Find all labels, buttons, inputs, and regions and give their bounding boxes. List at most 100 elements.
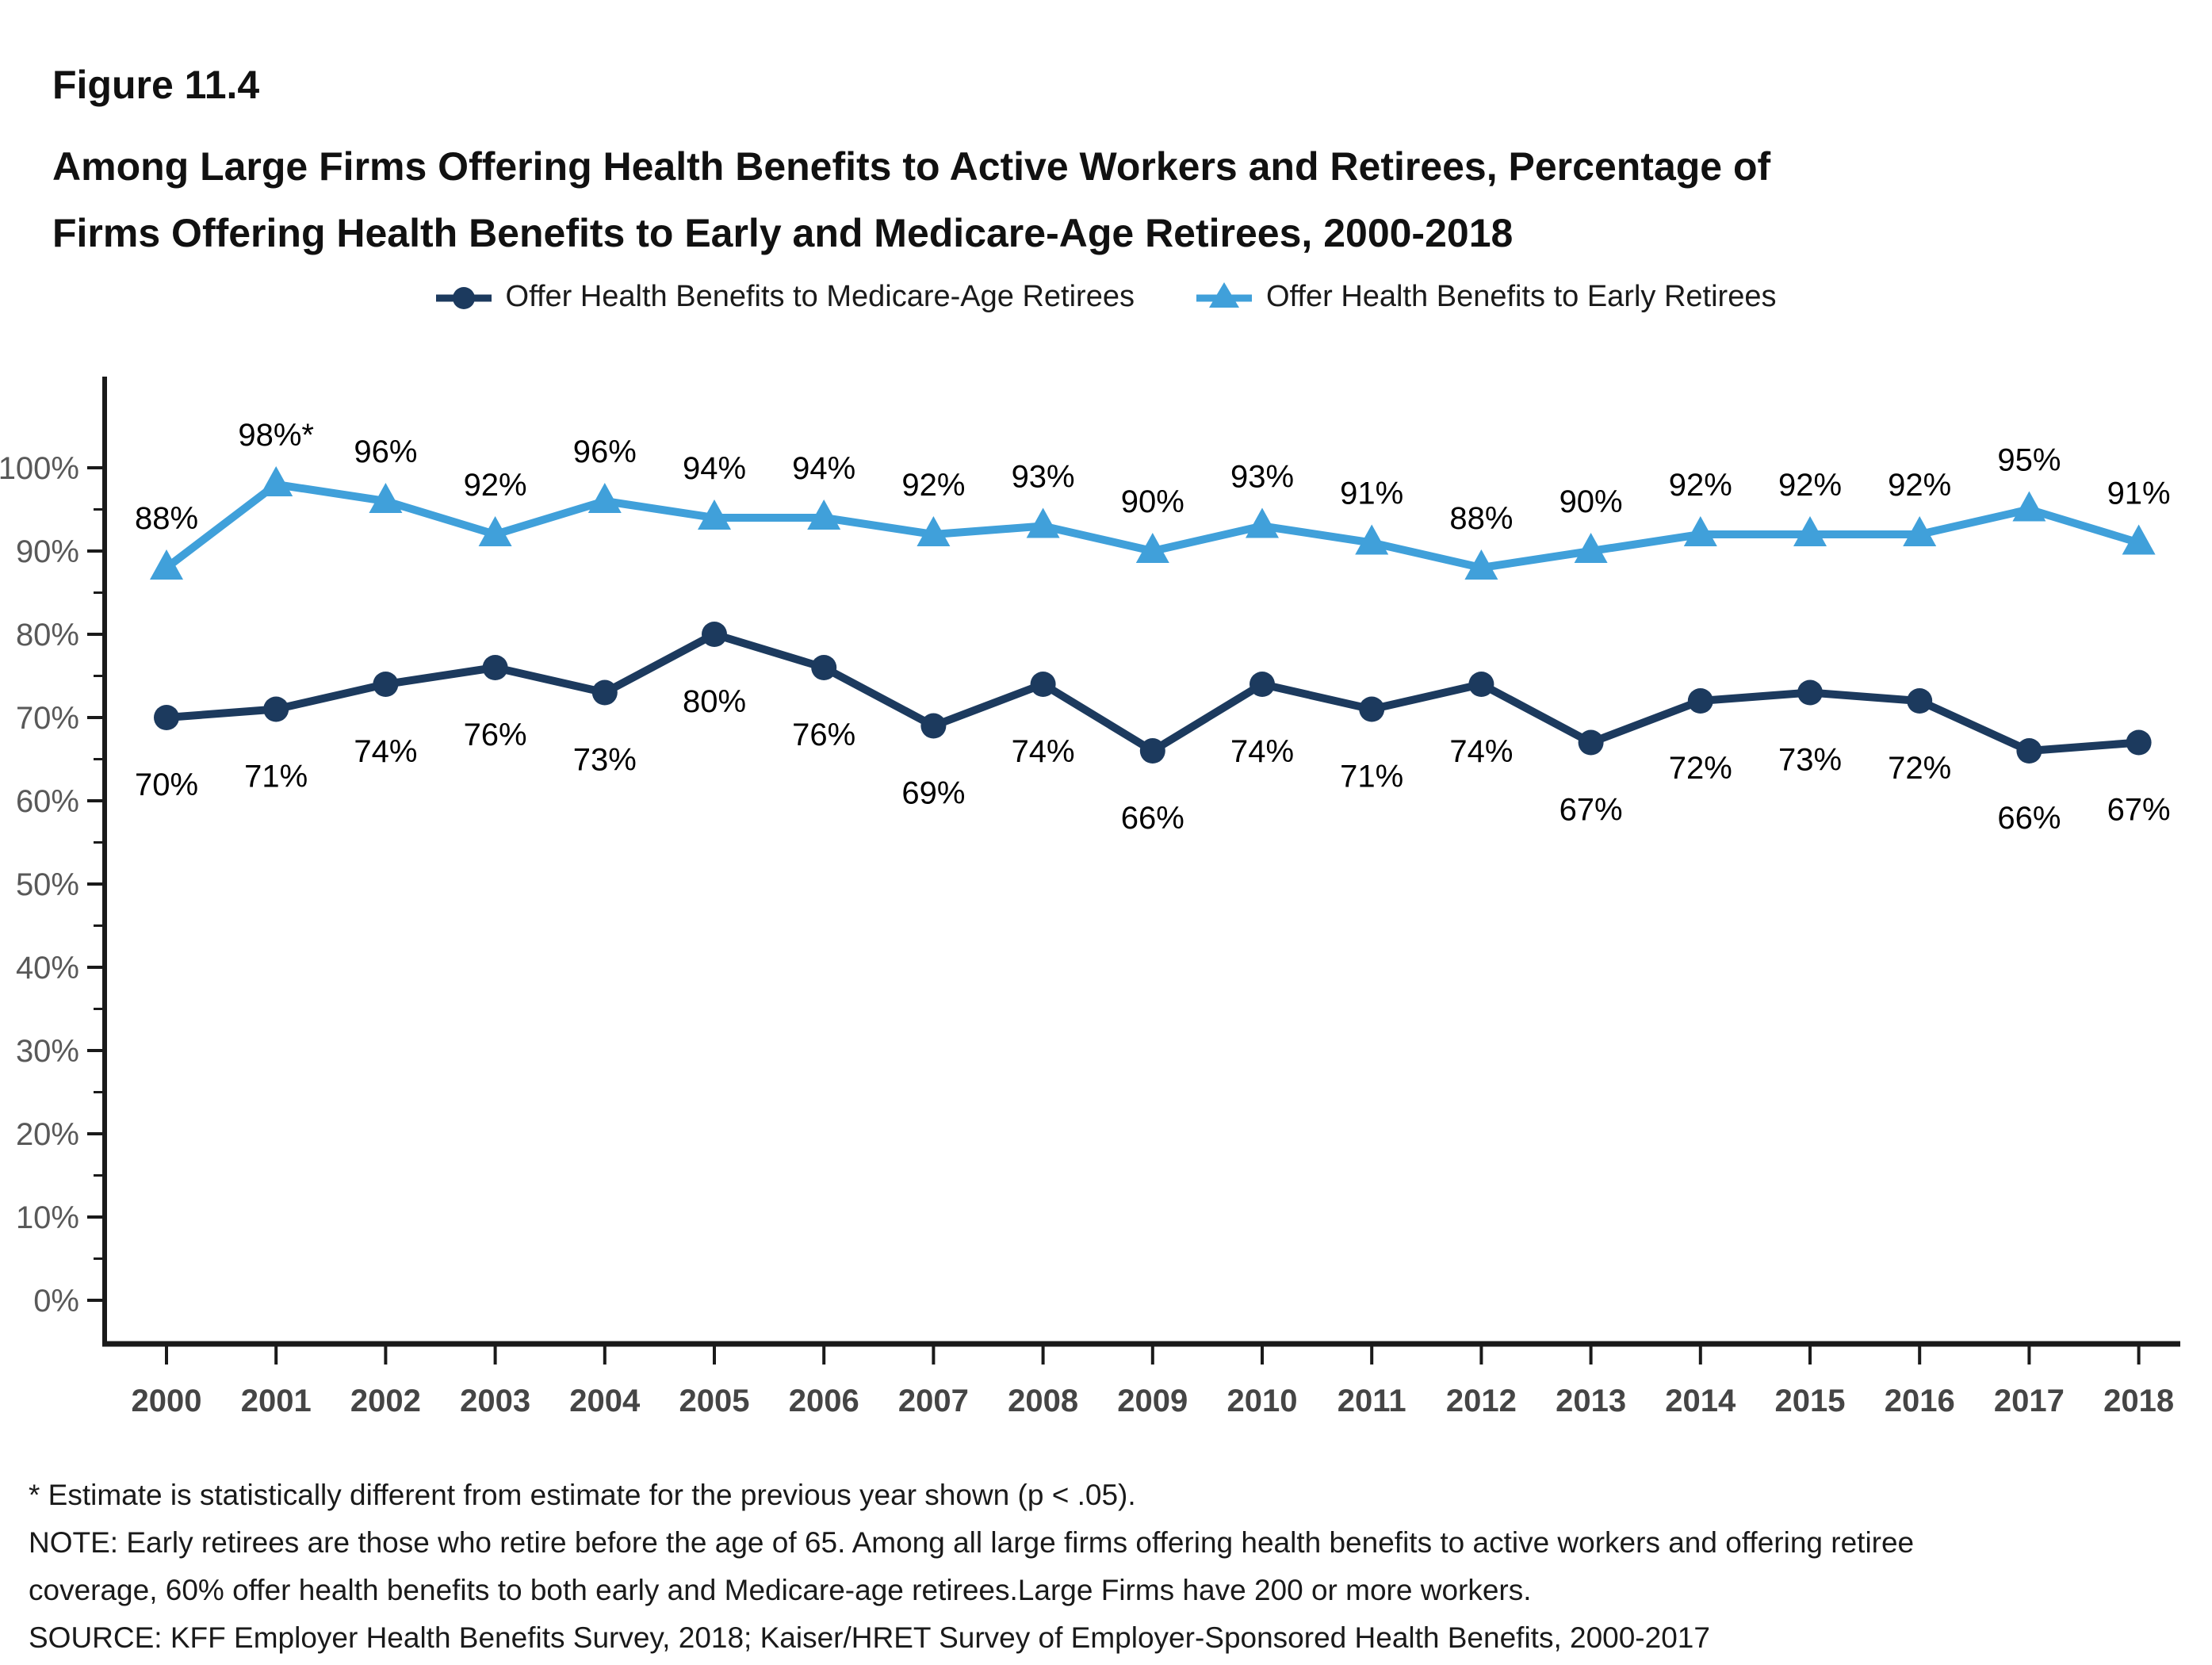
data-point-marker: [259, 466, 293, 496]
data-point-label: 72%: [1888, 751, 1951, 786]
y-axis-tick-label: 30%: [16, 1034, 79, 1069]
legend: Offer Health Benefits to Medicare-Age Re…: [0, 279, 2212, 314]
chart-title-line-1: Among Large Firms Offering Health Benefi…: [52, 144, 1771, 189]
data-point-label: 73%: [1778, 743, 1842, 778]
chart-title-line-2: Firms Offering Health Benefits to Early …: [52, 211, 1514, 255]
data-point-label: 67%: [2107, 793, 2171, 828]
y-axis-tick-label: 60%: [16, 784, 79, 819]
x-axis-tick-label: 2015: [1775, 1384, 1846, 1418]
legend-triangle-marker-icon: [1196, 282, 1252, 308]
x-axis-tick-label: 2001: [241, 1384, 312, 1418]
data-point-marker: [478, 516, 512, 546]
data-point-label: 71%: [244, 760, 308, 794]
data-point-marker: [920, 713, 947, 739]
data-point-label: 90%: [1559, 484, 1623, 519]
footnote-note-line-1: NOTE: Early retirees are those who retir…: [29, 1526, 1915, 1559]
x-axis-tick-label: 2018: [2103, 1384, 2174, 1418]
data-point-label: 92%: [1669, 468, 1732, 503]
data-point-label: 91%: [2107, 477, 2171, 511]
data-point-label: 92%: [1778, 468, 1842, 503]
data-point-label: 74%: [1012, 734, 1075, 769]
x-axis-tick-label: 2010: [1227, 1384, 1298, 1418]
x-axis-tick-label: 2003: [460, 1384, 530, 1418]
data-point-label: 72%: [1669, 751, 1732, 786]
data-point-label: 73%: [573, 743, 637, 778]
x-axis-tick-label: 2016: [1885, 1384, 1955, 1418]
data-point-marker: [591, 679, 618, 706]
footnotes: * Estimate is statistically different fr…: [29, 1472, 2201, 1662]
data-point-label: 91%: [1340, 477, 1403, 511]
data-point-marker: [1246, 507, 1279, 538]
x-axis-tick-label: 2017: [1994, 1384, 2065, 1418]
data-point-marker: [2126, 729, 2152, 756]
x-axis-tick-label: 2002: [350, 1384, 421, 1418]
data-point-marker: [702, 622, 727, 647]
legend-item: Offer Health Benefits to Medicare-Age Re…: [435, 279, 1135, 314]
footnote-note-line-2: coverage, 60% offer health benefits to b…: [29, 1574, 1532, 1606]
data-point-marker: [2122, 524, 2156, 555]
data-point-label: 69%: [901, 776, 965, 811]
data-point-label: 71%: [1340, 760, 1403, 794]
x-axis-tick-label: 2011: [1338, 1384, 1406, 1418]
data-point-marker: [587, 483, 622, 513]
chart-svg: 0% 10% 20% 30% 40% 50% 60% 70% 80% 90% 100% 2000 200…: [0, 377, 2180, 1418]
x-axis-tick-label: 2006: [789, 1384, 859, 1418]
y-axis-tick-label: 40%: [16, 951, 79, 986]
data-point-marker: [1903, 516, 1937, 546]
legend-label: Offer Health Benefits to Early Retirees: [1265, 279, 1777, 313]
data-point-marker: [1468, 672, 1494, 697]
data-point-marker: [1026, 507, 1060, 538]
data-point-label: 93%: [1012, 460, 1075, 495]
data-point-marker: [1135, 533, 1169, 563]
figure-number: Figure 11.4: [52, 63, 260, 107]
legend-item: Offer Health Benefits to Early Retirees: [1196, 279, 1776, 314]
data-point-label: 93%: [1230, 460, 1294, 495]
data-point-marker: [1578, 729, 1604, 756]
data-point-label: 74%: [1449, 734, 1513, 769]
legend-marker-shape: [1208, 282, 1239, 308]
data-point-label: 76%: [792, 718, 855, 752]
data-point-label: 66%: [1997, 801, 2061, 836]
footnote-asterisk: * Estimate is statistically different fr…: [29, 1479, 1136, 1511]
data-point-marker: [1793, 516, 1827, 546]
data-point-marker: [1359, 696, 1385, 722]
data-point-label: 74%: [354, 734, 417, 769]
y-axis-tick-label: 90%: [16, 534, 79, 569]
y-axis-tick-label: 0%: [33, 1284, 79, 1319]
y-axis-tick-label: 10%: [16, 1200, 79, 1235]
data-point-marker: [150, 549, 183, 580]
data-point-label: 67%: [1559, 793, 1623, 828]
data-point-marker: [917, 516, 951, 546]
x-axis-tick-label: 2004: [569, 1384, 641, 1418]
data-point-marker: [811, 655, 837, 680]
legend-circle-marker-icon: [435, 287, 492, 309]
data-point-label: 66%: [1121, 801, 1184, 836]
x-axis-tick-label: 2012: [1446, 1384, 1517, 1418]
data-point-label: 92%: [901, 468, 965, 503]
data-point-marker: [154, 705, 179, 730]
data-point-marker: [482, 655, 508, 680]
y-axis-tick-label: 80%: [16, 618, 79, 653]
data-point-label: 92%: [1888, 468, 1951, 503]
data-point-label: 90%: [1121, 484, 1184, 519]
data-point-label: 92%: [464, 468, 527, 503]
data-point-label: 80%: [683, 684, 746, 719]
data-point-marker: [263, 696, 289, 722]
data-point-label: 95%: [1997, 443, 2061, 478]
data-point-marker: [369, 483, 403, 513]
x-axis-tick-label: 2009: [1117, 1384, 1188, 1418]
data-point-label: 94%: [683, 451, 746, 486]
data-point-marker: [1574, 533, 1608, 563]
data-point-label: 88%: [1449, 501, 1513, 536]
series-line: [166, 630, 2139, 755]
data-point-marker: [2016, 738, 2042, 764]
data-point-marker: [1797, 679, 1823, 706]
data-point-marker: [1139, 738, 1165, 764]
x-axis-tick-label: 2014: [1665, 1384, 1736, 1418]
x-axis-tick-label: 2005: [679, 1384, 750, 1418]
legend-marker-shape: [452, 287, 475, 309]
chart-title: Among Large Firms Offering Health Benefi…: [52, 133, 1770, 266]
line-chart: 0% 10% 20% 30% 40% 50% 60% 70% 80% 90% 100% 2000 200…: [0, 365, 2212, 1475]
data-point-marker: [1687, 688, 1713, 714]
data-point-marker: [1030, 672, 1056, 697]
